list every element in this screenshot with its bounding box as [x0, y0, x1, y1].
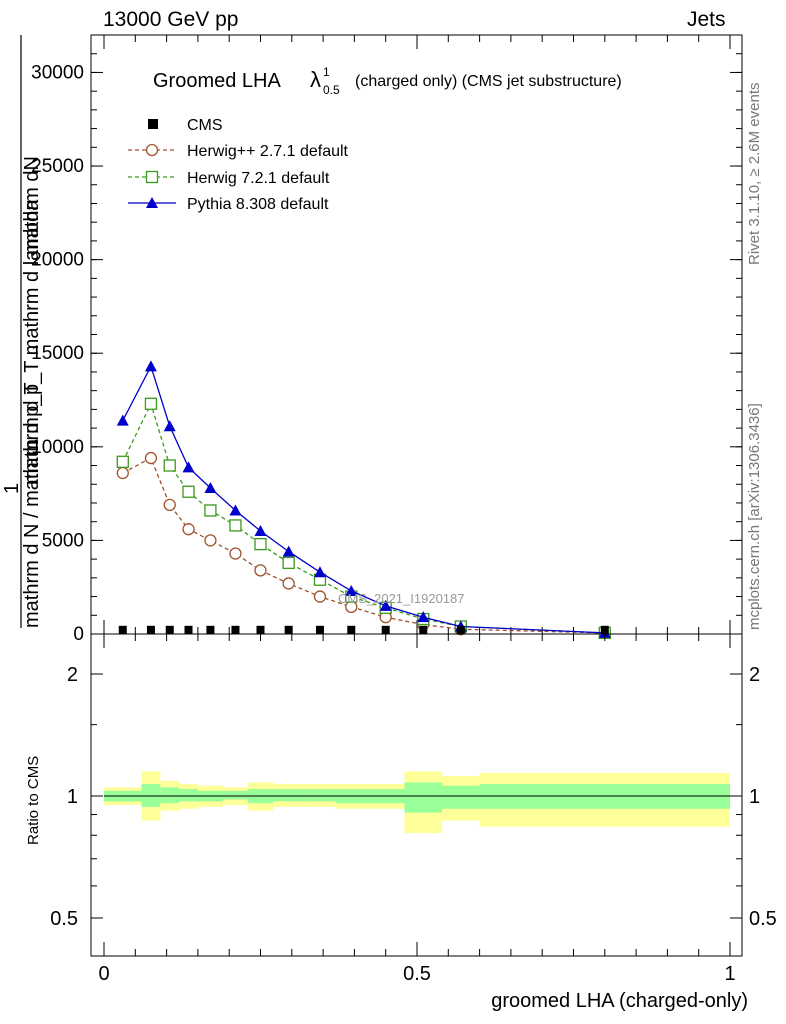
data-point-pythia	[229, 504, 242, 516]
data-point-herwig7	[254, 538, 267, 551]
ratio-y-tick-label-right: 1	[749, 786, 760, 808]
legend-marker-herwig-pp	[145, 143, 159, 157]
data-point-herwig7	[144, 397, 158, 410]
data-point-pythia	[204, 481, 217, 493]
uncertainty-band-inner	[141, 784, 161, 807]
uncertainty-band-inner	[179, 789, 198, 802]
data-point-pythia	[182, 461, 195, 473]
y-tick-label: 25000	[31, 156, 84, 177]
series-line-herwig-pp	[122, 457, 605, 634]
uncertainty-band-inner	[442, 785, 480, 809]
data-point-cms	[419, 625, 428, 634]
x-tick-label: 0.5	[403, 963, 431, 985]
plot-title: Groomed LHA	[153, 70, 281, 92]
y-axis-label-line-2: mathrm d p_T mathrm d lambda	[21, 199, 43, 485]
ratio-y-tick-label: 0.5	[50, 908, 78, 930]
data-point-pythia	[313, 566, 326, 578]
data-point-pythia	[379, 599, 392, 611]
category-label: Jets	[687, 8, 726, 31]
data-point-cms	[456, 625, 465, 634]
data-point-cms	[600, 625, 609, 634]
legend-label-cms: CMS	[187, 117, 223, 134]
data-point-herwig7	[182, 485, 195, 498]
uncertainty-band-inner	[304, 789, 336, 802]
legend-marker-cms	[148, 119, 158, 129]
legend-label-pythia: Pythia 8.308 default	[187, 196, 329, 213]
data-point-pythia	[417, 611, 430, 623]
y-tick-label: 30000	[31, 62, 84, 83]
data-point-herwig7	[204, 504, 217, 517]
data-point-cms	[146, 625, 155, 634]
data-point-herwig7	[282, 556, 295, 570]
data-point-herwig-pp	[163, 498, 176, 511]
data-point-herwig7	[229, 519, 242, 532]
legend: CMS Herwig++ 2.7.1 default Herwig 7.2.1 …	[128, 117, 349, 213]
data-point-herwig-pp	[204, 534, 217, 547]
plot-title-suffix: (charged only) (CMS jet substructure)	[355, 73, 622, 90]
y-axis-label-prefix: 1	[1, 483, 23, 494]
data-point-herwig-pp	[282, 577, 295, 590]
analysis-watermark: CMS_2021_I1920187	[338, 591, 465, 606]
data-point-herwig-pp	[313, 590, 327, 603]
data-point-cms	[347, 625, 356, 634]
data-point-pythia	[345, 584, 358, 596]
y-tick-label: 15000	[31, 343, 84, 364]
uncertainty-band-inner	[160, 787, 180, 804]
data-point-pythia	[144, 360, 157, 372]
x-tick-label: 0	[98, 963, 109, 985]
data-point-cms	[184, 625, 193, 634]
data-point-cms	[256, 625, 265, 634]
uncertainty-band-inner	[222, 790, 248, 800]
data-point-herwig-pp	[229, 547, 242, 560]
data-point-cms	[206, 625, 215, 634]
y-tick-label: 5000	[42, 530, 84, 551]
data-point-herwig-pp	[182, 523, 195, 536]
legend-marker-herwig7	[145, 170, 159, 184]
plot-title-symbol: λ	[310, 67, 321, 92]
ratio-y-axis-label: Ratio to CMS	[25, 756, 42, 845]
y-axis-label: 1 mathrm dN mathrm d p_T mathrm d lambda…	[1, 35, 43, 628]
x-tick-label: 1	[724, 963, 735, 985]
energy-label: 13000 GeV pp	[103, 8, 239, 31]
uncertainty-band-inner	[404, 782, 443, 813]
data-point-herwig7	[116, 455, 129, 468]
y-tick-label: 20000	[31, 250, 84, 271]
data-point-cms	[315, 625, 324, 634]
legend-marker-pythia	[146, 197, 158, 208]
y-axis-label-line-3: mathrm d N / mathrm d p_T	[21, 382, 43, 628]
data-point-herwig-pp	[254, 564, 267, 577]
plot-title-subscript: 0.5	[323, 83, 340, 97]
data-point-cms	[118, 625, 127, 634]
data-point-cms	[231, 625, 240, 634]
data-point-pythia	[116, 414, 129, 426]
series-line-pythia	[122, 364, 605, 634]
y-axis-label-line-1: mathrm dN	[21, 156, 43, 255]
y-tick-label: 10000	[31, 437, 84, 458]
data-point-herwig-pp	[144, 451, 158, 465]
ratio-plot-area: 0.5 0.5 1 1 2 2 0 0.5 1	[50, 634, 777, 985]
ratio-y-tick-label: 2	[67, 664, 78, 686]
x-axis-label: groomed LHA (charged-only)	[491, 990, 748, 1012]
data-point-herwig7	[163, 459, 176, 472]
data-point-pythia	[163, 420, 176, 432]
data-point-pythia	[254, 525, 267, 537]
ratio-y-tick-label: 1	[67, 786, 78, 808]
data-point-herwig-pp	[116, 466, 129, 480]
plot-title-superscript: 1	[323, 65, 330, 79]
legend-label-herwig-pp: Herwig++ 2.7.1 default	[187, 143, 349, 160]
data-point-cms	[165, 625, 174, 634]
y-tick-label: 0	[73, 624, 84, 645]
ratio-y-tick-label-right: 0.5	[749, 908, 777, 930]
legend-label-herwig7: Herwig 7.2.1 default	[187, 170, 330, 187]
data-point-cms	[284, 625, 293, 634]
ratio-y-tick-label-right: 2	[749, 664, 760, 686]
data-point-pythia	[282, 545, 295, 557]
uncertainty-band-inner	[273, 789, 305, 802]
main-plot-area: 0 5000 10000 15000 20000 25000 30000	[31, 34, 742, 645]
data-point-cms	[381, 625, 390, 634]
